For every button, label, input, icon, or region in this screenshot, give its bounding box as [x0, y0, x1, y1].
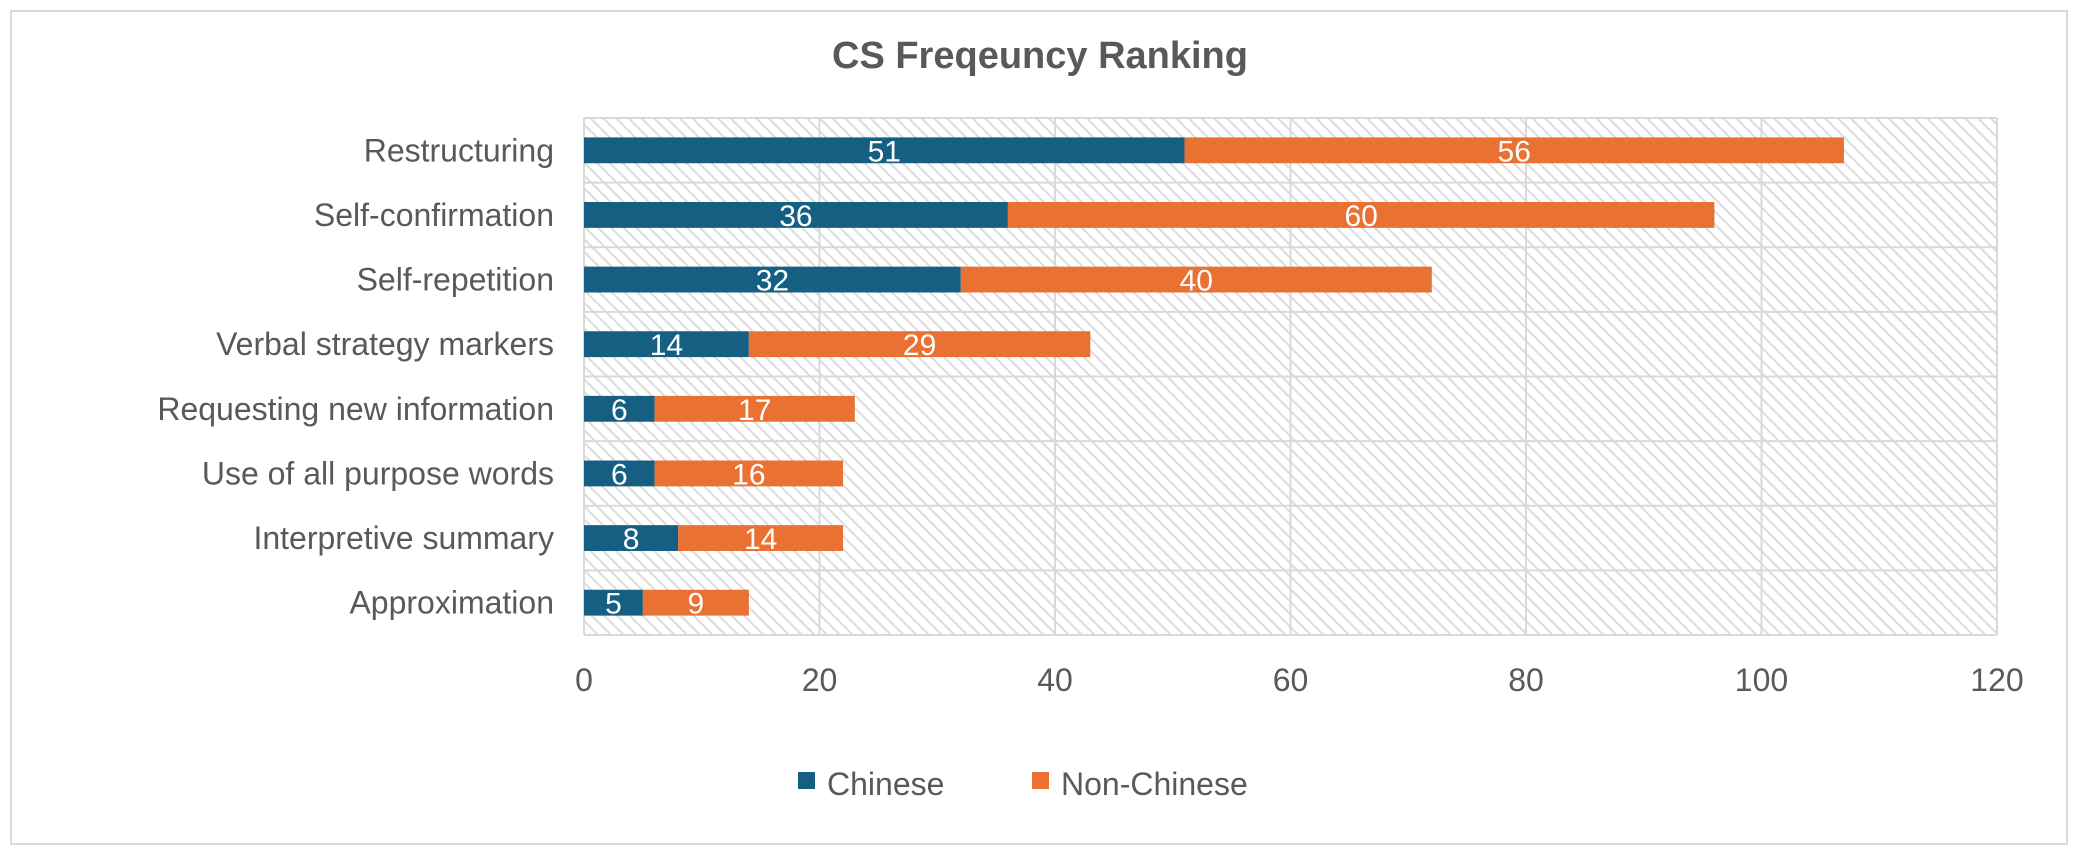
category-label: Restructuring — [364, 132, 554, 168]
bar-chinese — [584, 395, 655, 422]
bar-non-chinese — [678, 525, 844, 551]
category-label: Verbal strategy markers — [216, 326, 554, 362]
x-tick-label: 60 — [1273, 662, 1309, 698]
legend-swatch-non-chinese — [1032, 772, 1049, 789]
category-label: Self-confirmation — [314, 197, 554, 233]
x-tick-label: 40 — [1037, 662, 1073, 698]
bars — [584, 137, 1844, 616]
bar-chinese — [584, 266, 961, 293]
bar-chinese — [584, 589, 643, 616]
category-label: Self-repetition — [357, 262, 554, 298]
category-label: Interpretive summary — [253, 520, 554, 556]
legend-label-chinese: Chinese — [827, 766, 944, 802]
bar-non-chinese — [654, 395, 855, 422]
grid-lines — [583, 117, 1998, 636]
data-label: 36 — [779, 200, 812, 233]
x-tick-label: 80 — [1508, 662, 1544, 698]
category-label: Use of all purpose words — [202, 455, 554, 491]
data-label: 40 — [1180, 265, 1213, 298]
data-label: 60 — [1344, 200, 1377, 233]
x-tick-label: 100 — [1735, 662, 1788, 698]
data-label: 17 — [738, 394, 771, 427]
data-label: 32 — [756, 265, 789, 298]
data-label: 56 — [1498, 135, 1531, 168]
x-axis-tick-labels: 0 20 40 60 80 100 120 — [575, 662, 2024, 698]
data-label: 9 — [688, 588, 705, 621]
bar-chinese — [584, 460, 655, 487]
bar-chinese — [584, 137, 1185, 164]
category-labels: Restructuring Self-confirmation Self-repet… — [157, 132, 554, 620]
data-label: 14 — [650, 329, 683, 362]
data-labels: 51 56 36 60 32 40 14 29 6 17 6 16 8 14 5 9 — [605, 135, 1531, 620]
category-label: Approximation — [349, 585, 554, 621]
legend: Chinese Non-Chinese — [798, 766, 1248, 802]
data-label: 16 — [732, 458, 765, 491]
bar-chinese — [584, 525, 679, 551]
category-label: Requesting new information — [157, 391, 554, 427]
legend-swatch-chinese — [798, 772, 815, 789]
legend-label-non-chinese: Non-Chinese — [1061, 766, 1248, 802]
bar-non-chinese — [1184, 137, 1844, 164]
data-label: 5 — [605, 588, 622, 621]
data-label: 51 — [868, 135, 901, 168]
data-label: 8 — [623, 523, 640, 556]
x-tick-label: 0 — [575, 662, 593, 698]
bar-non-chinese — [960, 266, 1432, 293]
chart-title: CS Freqeuncy Ranking — [832, 35, 1248, 77]
bar-non-chinese — [748, 331, 1091, 358]
bar-chinese — [584, 202, 1008, 228]
data-label: 6 — [611, 458, 628, 491]
data-label: 14 — [744, 523, 777, 556]
data-label: 6 — [611, 394, 628, 427]
bar-chinese — [584, 331, 749, 358]
x-tick-label: 20 — [802, 662, 838, 698]
bar-non-chinese — [654, 460, 844, 487]
bar-non-chinese — [1007, 202, 1715, 228]
x-tick-label: 120 — [1970, 662, 2023, 698]
data-label: 29 — [903, 329, 936, 362]
bar-non-chinese — [642, 589, 749, 616]
